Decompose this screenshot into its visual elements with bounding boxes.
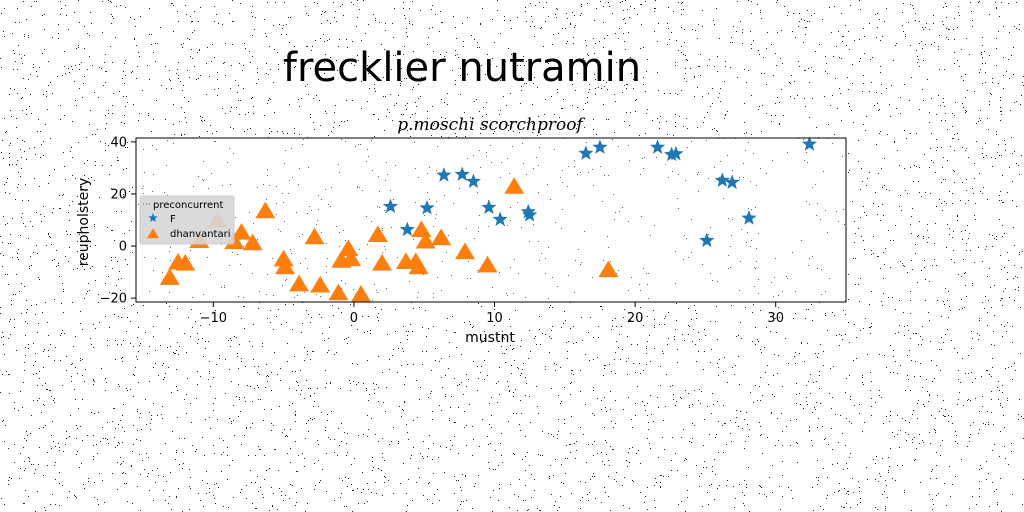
plot-frame [135, 137, 847, 303]
scatter-point-star [419, 200, 435, 215]
series-0 [382, 136, 818, 248]
scatter-point-star [592, 139, 608, 154]
scatter-point-triangle [273, 249, 294, 267]
scatter-point-triangle [304, 227, 325, 245]
scatter-point-triangle [598, 260, 619, 278]
scatter-point-triangle [408, 257, 429, 275]
scatter-point-triangle [504, 177, 525, 194]
scatter-point-triangle [255, 201, 276, 219]
scatter-point-star [650, 139, 666, 154]
x-axis: −10 0 10 20 30 [200, 302, 784, 326]
x-tick-label: 20 [627, 311, 644, 326]
y-tick-label: 40 [110, 135, 127, 150]
scatter-point-star [801, 136, 818, 151]
scatter-point-star [399, 221, 415, 237]
legend-marker-triangle [147, 228, 159, 239]
scatter-point-triangle [310, 275, 331, 293]
y-tick-label: 0 [119, 240, 127, 255]
scatter-point-triangle [454, 242, 475, 260]
scatter-point-triangle [431, 228, 452, 246]
plot-background [136, 138, 846, 302]
scatter-point-triangle [350, 284, 371, 302]
scatter-point-star [382, 198, 399, 213]
y-tick-label: 20 [110, 187, 127, 202]
scatter-point-star [578, 145, 594, 160]
scatter-point-star [481, 199, 497, 214]
y-axis: −20 0 20 40 [100, 135, 136, 307]
scatter-point-star [492, 211, 508, 226]
x-axis-label: mustnt [465, 330, 515, 346]
scatter-point-triangle [159, 268, 180, 285]
chart-title: frecklier nutramin [283, 45, 641, 91]
x-tick-label: 10 [486, 311, 503, 326]
scatter-point-triangle [275, 257, 296, 275]
scatter-point-star [522, 207, 538, 222]
scatter-point-triangle [477, 255, 498, 273]
scatter-point-triangle [411, 220, 432, 238]
scatter-point-star [741, 210, 757, 225]
x-tick-label: 30 [767, 311, 784, 326]
scatter-point-triangle [242, 233, 263, 251]
scatter-point-star [699, 232, 715, 248]
scatter-point-triangle [367, 225, 388, 242]
y-axis-label: reupholstery [76, 178, 92, 267]
scatter-point-star [465, 173, 482, 188]
y-tick-label: −20 [100, 292, 127, 307]
scatter-point-star [454, 166, 470, 181]
scatter-point-triangle [231, 222, 252, 240]
legend-entry-label: F [170, 214, 176, 225]
scatter-point-triangle [341, 249, 362, 267]
scatter-point-star [714, 172, 730, 187]
legend-marker-star [148, 213, 158, 223]
scatter-point-star [436, 167, 452, 182]
scatter-point-triangle [415, 231, 436, 249]
scatter-point-triangle [289, 274, 310, 292]
legend-title: preconcurrent [153, 200, 223, 211]
plot-area [135, 136, 847, 303]
legend-entry-label: dhanvantari [170, 229, 230, 240]
scatter-point-star [668, 145, 684, 161]
x-tick-label: 0 [350, 311, 358, 326]
scatter-point-triangle [328, 283, 349, 301]
chart-subtitle: p.moschi scorchproof [397, 115, 585, 135]
x-tick-label: −10 [200, 311, 227, 326]
scatter-point-triangle [372, 253, 393, 271]
scatter-point-triangle [338, 239, 359, 257]
scatter-point-triangle [175, 253, 196, 271]
scatter-point-star [724, 174, 740, 189]
legend-box [139, 195, 235, 245]
